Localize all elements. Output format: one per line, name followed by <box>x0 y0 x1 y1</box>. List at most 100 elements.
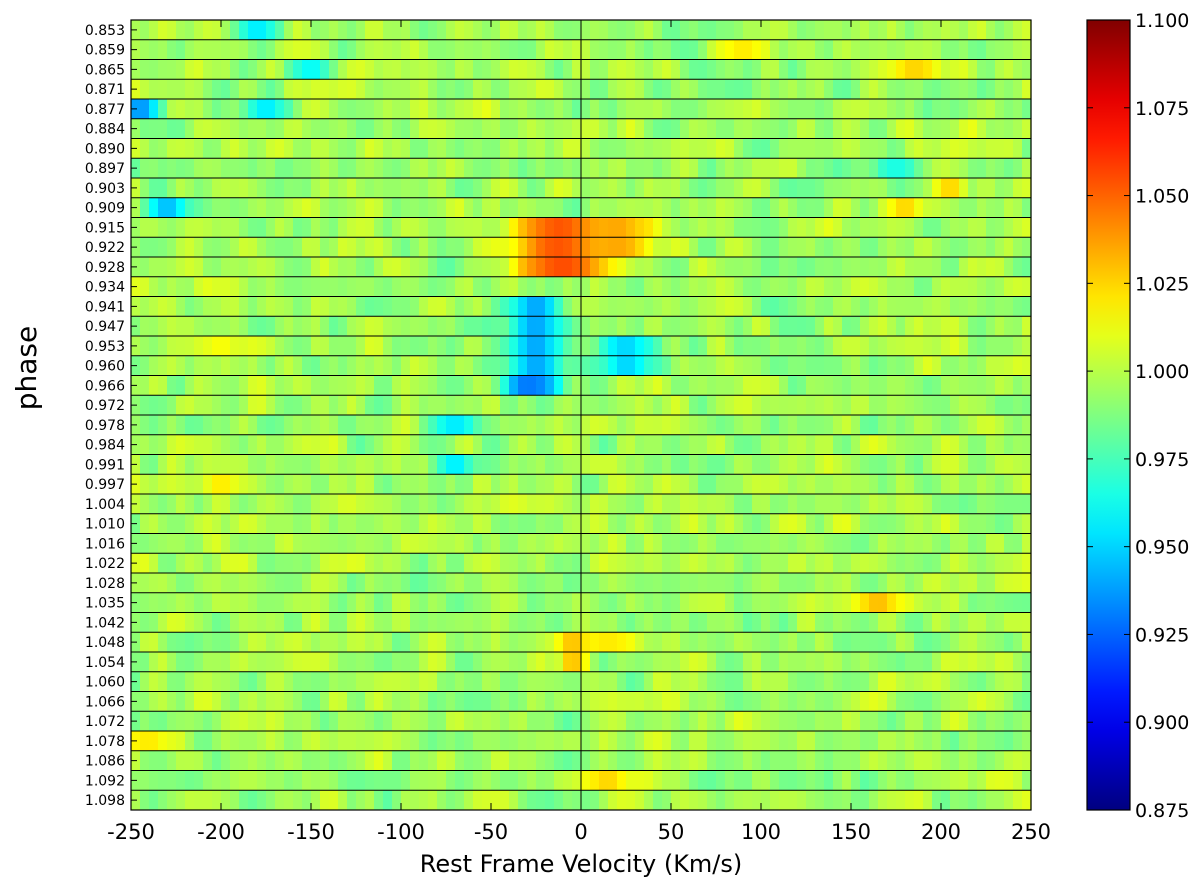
heatmap-cell <box>680 217 690 238</box>
heatmap-cell <box>833 494 843 515</box>
heatmap-cell <box>752 770 762 791</box>
heatmap-cell <box>545 197 555 218</box>
heatmap-cell <box>491 711 501 732</box>
x-tick-label: 50 <box>658 820 685 844</box>
heatmap-cell <box>545 158 555 179</box>
heatmap-cell <box>194 375 204 396</box>
heatmap-cell <box>1022 553 1032 574</box>
heatmap-cell <box>563 612 573 633</box>
heatmap-cell <box>401 257 411 278</box>
heatmap-cell <box>527 454 537 475</box>
heatmap-cell <box>986 750 996 771</box>
heatmap-cell <box>1022 217 1032 238</box>
heatmap-cell <box>644 99 654 120</box>
heatmap-cell <box>761 474 771 495</box>
heatmap-cell <box>203 474 213 495</box>
heatmap-cell <box>401 276 411 297</box>
heatmap-cell <box>455 513 465 534</box>
heatmap-cell <box>536 553 546 574</box>
heatmap-cell <box>743 39 753 60</box>
heatmap-cell <box>167 20 177 41</box>
heatmap-cell <box>374 513 384 534</box>
heatmap-cell <box>212 612 222 633</box>
heatmap-cell <box>194 217 204 238</box>
heatmap-cell <box>761 375 771 396</box>
heatmap-cell <box>347 474 357 495</box>
heatmap-cell <box>464 750 474 771</box>
heatmap-cell <box>599 513 609 534</box>
heatmap-cell <box>734 671 744 692</box>
heatmap-cell <box>653 691 663 712</box>
heatmap-cell <box>815 59 825 80</box>
heatmap-cell <box>797 20 807 41</box>
heatmap-cell <box>626 770 636 791</box>
heatmap-cell <box>959 138 969 159</box>
heatmap-cell <box>293 79 303 100</box>
heatmap-cell <box>185 711 195 732</box>
heatmap-cell <box>968 217 978 238</box>
heatmap-cell <box>896 197 906 218</box>
heatmap-cell <box>653 138 663 159</box>
heatmap-cell <box>707 395 717 416</box>
heatmap-cell <box>941 316 951 337</box>
heatmap-cell <box>1004 79 1014 100</box>
heatmap-cell <box>968 553 978 574</box>
heatmap-cell <box>221 632 231 653</box>
heatmap-cell <box>815 434 825 455</box>
heatmap-cell <box>869 533 879 554</box>
heatmap-cell <box>698 711 708 732</box>
heatmap-cell <box>680 99 690 120</box>
heatmap-cell <box>401 612 411 633</box>
heatmap-cell <box>851 316 861 337</box>
heatmap-cell <box>815 296 825 317</box>
heatmap-cell <box>1022 257 1032 278</box>
heatmap-cell <box>320 750 330 771</box>
heatmap-cell <box>347 336 357 357</box>
heatmap-cell <box>212 553 222 574</box>
heatmap-cell <box>149 59 159 80</box>
heatmap-cell <box>734 395 744 416</box>
heatmap-cell <box>248 731 258 752</box>
heatmap-cell <box>167 533 177 554</box>
heatmap-cell <box>743 316 753 337</box>
x-tick-label: 150 <box>831 820 871 844</box>
heatmap-cell <box>977 296 987 317</box>
heatmap-cell <box>311 276 321 297</box>
heatmap-cell <box>806 790 816 811</box>
heatmap-cell <box>248 197 258 218</box>
x-axis-label: Rest Frame Velocity (Km/s) <box>420 850 743 878</box>
heatmap-cell <box>635 691 645 712</box>
heatmap-cell <box>671 59 681 80</box>
heatmap-cell <box>923 474 933 495</box>
heatmap-cell <box>293 770 303 791</box>
heatmap-cell <box>527 158 537 179</box>
heatmap-cell <box>437 316 447 337</box>
heatmap-cell <box>437 197 447 218</box>
heatmap-cell <box>770 197 780 218</box>
heatmap-cell <box>149 118 159 139</box>
heatmap-cell <box>473 494 483 515</box>
heatmap-cell <box>1022 494 1032 515</box>
heatmap-cell <box>671 731 681 752</box>
heatmap-cell <box>158 158 168 179</box>
heatmap-cell <box>239 632 249 653</box>
heatmap-cell <box>743 99 753 120</box>
heatmap-cell <box>914 197 924 218</box>
colorbar <box>1086 19 1131 811</box>
heatmap-cell <box>743 632 753 653</box>
heatmap-cell <box>662 573 672 594</box>
heatmap-cell <box>617 395 627 416</box>
heatmap-cell <box>428 336 438 357</box>
heatmap-cell <box>1022 454 1032 475</box>
heatmap-cell <box>149 553 159 574</box>
heatmap-cell <box>986 513 996 534</box>
heatmap-cell <box>824 494 834 515</box>
heatmap-cell <box>941 375 951 396</box>
heatmap-cell <box>842 671 852 692</box>
heatmap-cell <box>491 632 501 653</box>
heatmap-cell <box>734 20 744 41</box>
heatmap-cell <box>455 118 465 139</box>
heatmap-cell <box>626 178 636 199</box>
heatmap-cell <box>797 336 807 357</box>
heatmap-cell <box>230 750 240 771</box>
